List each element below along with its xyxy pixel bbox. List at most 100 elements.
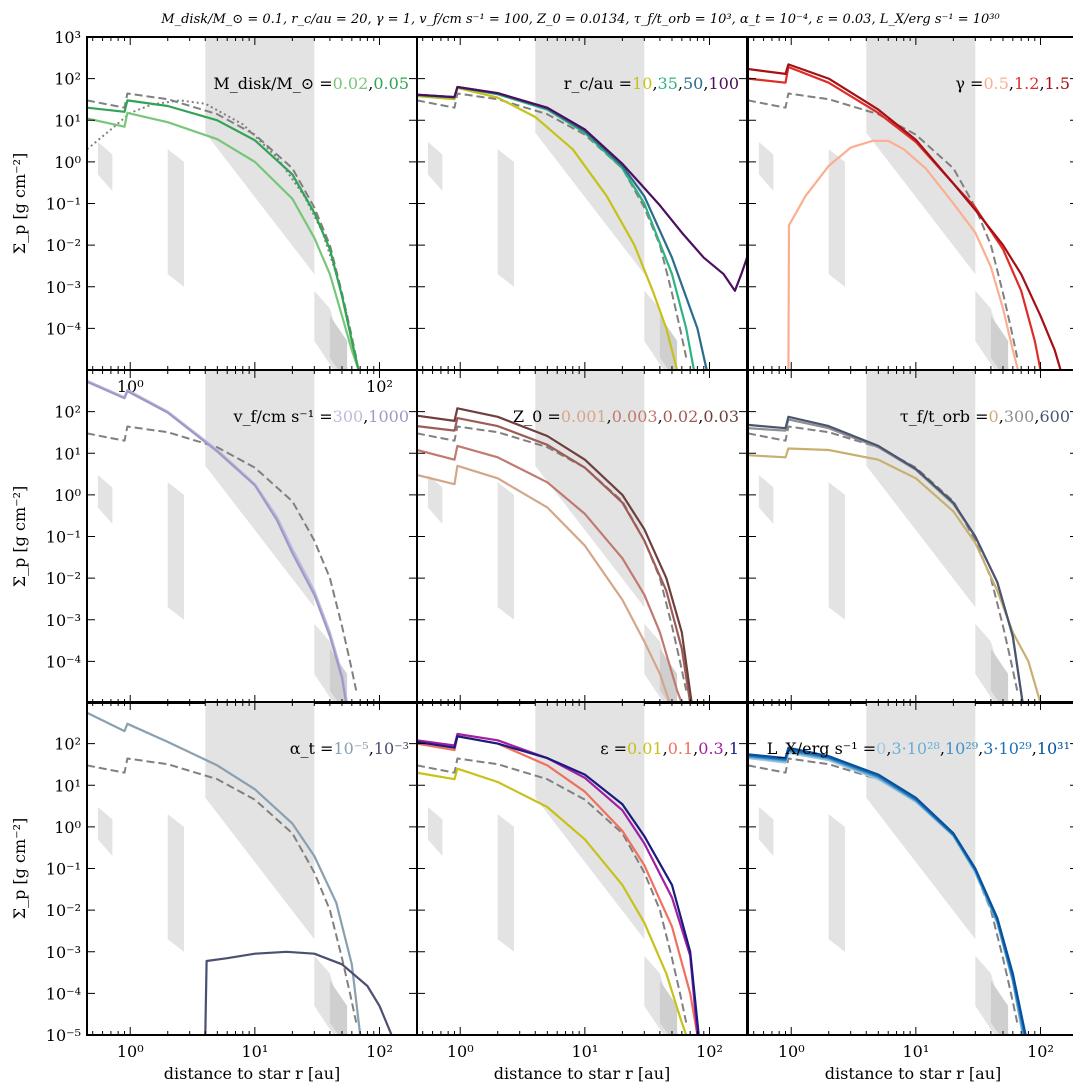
y-tick-label: 10¹ bbox=[54, 444, 81, 463]
legend-title: v_f/cm s⁻¹ = bbox=[233, 407, 333, 426]
legend-value: 0.01 bbox=[627, 739, 663, 758]
y-tick-label: 10⁻¹ bbox=[46, 860, 81, 879]
legend: Z_0 =0.001,0.003,0.02,0.03 bbox=[513, 407, 739, 426]
legend: τ_f/t_orb =0,300,600 bbox=[900, 407, 1070, 426]
y-tick-label: 10⁻⁴ bbox=[46, 652, 81, 671]
shade-region-small bbox=[427, 142, 443, 191]
x-axis-label: distance to star r [au] bbox=[164, 1064, 340, 1083]
x-tick-label: 10² bbox=[366, 1042, 393, 1061]
legend-sep: , bbox=[363, 407, 368, 426]
series-line-0-5 bbox=[787, 139, 1020, 370]
y-tick-label: 10⁻⁴ bbox=[46, 319, 81, 338]
series-line-100 bbox=[417, 85, 747, 292]
series-line-reference bbox=[748, 425, 1019, 691]
series-line-0-01 bbox=[417, 767, 688, 1035]
legend-sep: , bbox=[724, 739, 729, 758]
shade-region-small bbox=[758, 475, 774, 524]
legend: L_X/erg s⁻¹ =0,3·10²⁸,10²⁹,3·10²⁹,10³¹ bbox=[767, 739, 1070, 758]
series-line-0 bbox=[748, 447, 1042, 703]
panel-bottom-center: 10⁰ 10¹ 10² distance to star r [au] ε =0.01,… bbox=[416, 701, 748, 1083]
y-axis-label: Σ_p [g cm⁻²] bbox=[10, 153, 29, 254]
series-line-10- bbox=[748, 746, 1027, 1035]
y-tick-label: 10⁻¹ bbox=[46, 528, 81, 547]
shade-region-mid bbox=[167, 814, 184, 952]
shade-region-outer-dark bbox=[329, 315, 348, 370]
series-line-600 bbox=[748, 415, 1024, 703]
legend-value: 0.5 bbox=[983, 74, 1008, 93]
legend-value: 0.02 bbox=[663, 407, 699, 426]
shade-region-small bbox=[97, 475, 113, 524]
x-axis-label: distance to star r [au] bbox=[494, 1064, 670, 1083]
y-tick-label: 10² bbox=[54, 70, 81, 89]
panel-bottom-right: 10⁰ 10¹ 10² distance to star r [au] L_X/erg … bbox=[747, 701, 1073, 1083]
panel-bottom-left: 10² 10¹ 10⁰ 10⁻¹ 10⁻² 10⁻³ 10⁻⁴ 10⁻⁵ Σ_p [g cm⁻²… bbox=[10, 701, 418, 1083]
series-line-0-02 bbox=[417, 417, 692, 703]
shade-region-outer-dark bbox=[990, 648, 1009, 703]
shade-region-outer-dark bbox=[659, 980, 678, 1035]
shade-region-small bbox=[758, 807, 774, 856]
panel-plot-area bbox=[748, 702, 1027, 1035]
panel-plot-area bbox=[417, 702, 700, 1035]
legend-value: 1 bbox=[729, 739, 739, 758]
y-tick-label: 10⁻² bbox=[46, 901, 81, 920]
shade-region-main bbox=[866, 702, 976, 940]
x-tick-label: 10⁰ bbox=[778, 1042, 805, 1061]
shade-region-outer-dark bbox=[659, 315, 678, 370]
legend-value: 0.001 bbox=[561, 407, 607, 426]
series-line-0-03 bbox=[417, 407, 693, 703]
legend-value: 100 bbox=[708, 74, 739, 93]
panel-plot-area bbox=[87, 370, 358, 703]
x-tick-label: 10² bbox=[1027, 1042, 1054, 1061]
legend-value: 1.5 bbox=[1045, 74, 1070, 93]
y-tick-label: 10⁻³ bbox=[46, 611, 81, 630]
figure-title: M_disk/M_⊙ = 0.1, r_c/au = 20, γ = 1, v_… bbox=[161, 12, 1000, 27]
y-tick-label: 10⁻⁴ bbox=[46, 984, 81, 1003]
panel-top-center: r_c/au =10,35,50,100 bbox=[416, 36, 748, 371]
y-tick-label: 10⁻⁵ bbox=[46, 1026, 81, 1045]
legend-value: 1.2 bbox=[1014, 74, 1039, 93]
legend-title: M_disk/M_⊙ = bbox=[213, 74, 332, 93]
legend-sep: , bbox=[663, 739, 668, 758]
legend-sep: , bbox=[703, 74, 708, 93]
x-tick-label: 10¹ bbox=[571, 1042, 598, 1061]
series-line-reference bbox=[748, 92, 1019, 358]
x-tick-label: 10² bbox=[366, 377, 393, 396]
shade-region-mid bbox=[828, 482, 845, 620]
legend-value: 3·10²⁹ bbox=[983, 739, 1032, 758]
legend-value: 600 bbox=[1039, 407, 1070, 426]
y-tick-label: 10⁻² bbox=[46, 569, 81, 588]
panel-middle-left: 10² 10¹ 10⁰ 10⁻¹ 10⁻² 10⁻³ 10⁻⁴ Σ_p [g cm⁻²] v_f… bbox=[10, 369, 418, 704]
legend: v_f/cm s⁻¹ =300,1000 bbox=[233, 407, 410, 426]
x-tick-label: 10⁰ bbox=[447, 1042, 474, 1061]
panel-middle-center: Z_0 =0.001,0.003,0.02,0.03 bbox=[416, 369, 748, 704]
shade-region-mid bbox=[167, 149, 184, 287]
panel-top-left: 10³ 10² 10¹ 10⁰ 10⁻¹ 10⁻² 10⁻³ 10⁻⁴ Σ_p [g cm⁻²]… bbox=[10, 28, 418, 396]
legend-sep: , bbox=[999, 407, 1004, 426]
y-tick-label: 10² bbox=[54, 735, 81, 754]
legend-value: 10³¹ bbox=[1037, 739, 1070, 758]
legend-sep: , bbox=[886, 739, 891, 758]
y-tick-label: 10⁻¹ bbox=[46, 195, 81, 214]
y-tick-label: 10⁰ bbox=[54, 153, 81, 172]
legend-title: γ = bbox=[955, 74, 983, 93]
y-tick-label: 10⁻² bbox=[46, 236, 81, 255]
panel-plot-area bbox=[417, 370, 693, 703]
legend-sep: , bbox=[693, 739, 698, 758]
legend-title: τ_f/t_orb = bbox=[900, 407, 989, 426]
legend-value: 0.1 bbox=[668, 739, 693, 758]
legend-value: 0.003 bbox=[612, 407, 658, 426]
legend-title: L_X/erg s⁻¹ = bbox=[767, 739, 876, 758]
shade-region-mid bbox=[497, 814, 514, 952]
y-tick-label: 10¹ bbox=[54, 776, 81, 795]
legend: r_c/au =10,35,50,100 bbox=[564, 74, 739, 93]
series-line-10- bbox=[204, 950, 393, 1035]
legend-value: 300 bbox=[1004, 407, 1035, 426]
legend-sep: , bbox=[940, 739, 945, 758]
series-line-reference bbox=[748, 757, 1019, 1023]
legend: ε =0.01,0.1,0.3,1 bbox=[600, 739, 739, 758]
legend-value: 0.02 bbox=[333, 74, 369, 93]
series-line-0-02 bbox=[87, 111, 360, 370]
shade-region-mid bbox=[497, 482, 514, 620]
shade-region-mid bbox=[828, 814, 845, 952]
shade-region-small bbox=[97, 807, 113, 856]
